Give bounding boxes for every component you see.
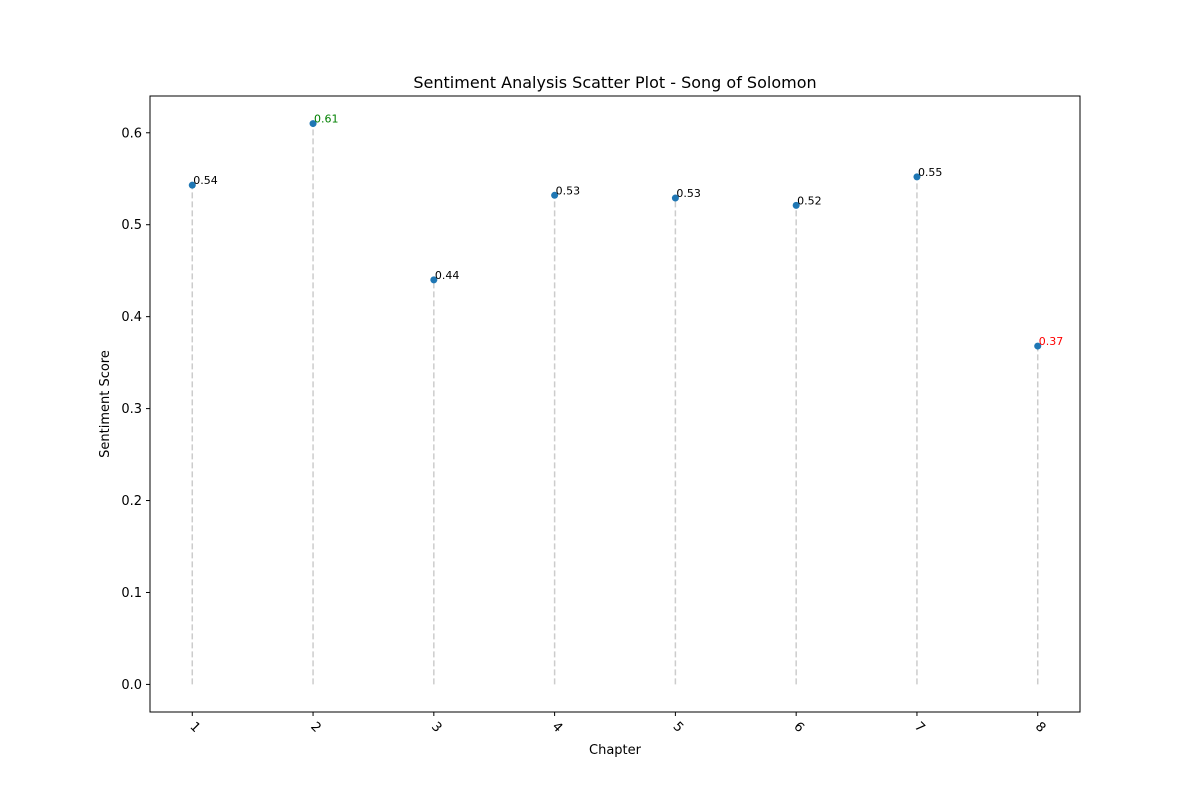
data-label: 0.53 <box>676 187 701 200</box>
y-axis-title: Sentiment Score <box>98 350 113 458</box>
chart-title: Sentiment Analysis Scatter Plot - Song o… <box>413 73 816 92</box>
data-label: 0.37 <box>1039 335 1064 348</box>
data-label: 0.55 <box>918 166 943 179</box>
data-point <box>430 276 438 284</box>
data-label: 0.54 <box>193 174 218 187</box>
y-tick-label: 0.1 <box>121 586 142 601</box>
data-label: 0.52 <box>797 194 822 207</box>
data-point <box>551 191 559 199</box>
data-labels: 0.54 0.61 0.44 0.53 0.53 0.52 0.55 0.37 <box>193 113 1063 348</box>
data-label: 0.61 <box>314 113 339 126</box>
stem-lines <box>191 123 1039 685</box>
data-point <box>309 120 317 128</box>
x-axis-title: Chapter <box>589 743 642 758</box>
data-point <box>913 173 921 181</box>
y-tick-label: 0.3 <box>121 402 142 417</box>
y-tick-label: 0.0 <box>121 678 142 693</box>
data-point <box>1034 342 1042 350</box>
y-tick-label: 0.2 <box>121 494 142 509</box>
y-tick-label: 0.5 <box>121 218 142 233</box>
data-point <box>671 194 679 202</box>
data-point <box>792 201 800 209</box>
data-point <box>188 181 196 189</box>
y-tick-label: 0.4 <box>121 310 142 325</box>
y-axis: 0.0 0.1 0.2 0.3 0.4 0.5 0.6 <box>121 126 150 693</box>
data-points <box>188 120 1042 350</box>
plot-area-frame <box>149 95 1081 713</box>
data-label: 0.44 <box>435 269 460 282</box>
y-tick-label: 0.6 <box>121 126 142 141</box>
data-label: 0.53 <box>556 184 581 197</box>
